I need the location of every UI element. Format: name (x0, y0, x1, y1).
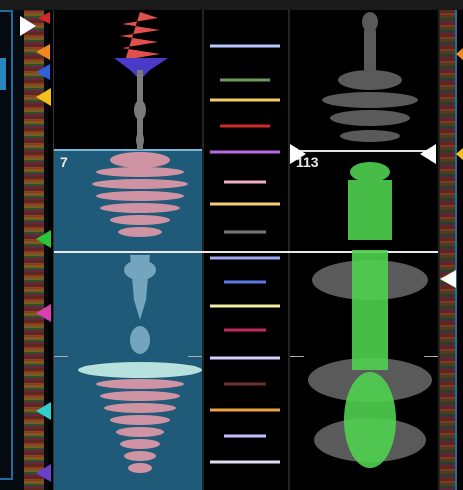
column-divider (53, 10, 54, 490)
cue-marker-white-icon[interactable] (20, 16, 36, 36)
cue-marker-orange-icon[interactable] (36, 44, 50, 60)
left-overview-frame (0, 10, 13, 480)
left-waveform-lower (124, 255, 156, 354)
right-beat-number: 113 (296, 154, 319, 170)
cue-marker-cyan-icon[interactable] (36, 402, 51, 420)
beat-grid-tick (188, 356, 202, 357)
column-divider (202, 10, 204, 490)
triangle-loop-icon[interactable] (420, 144, 436, 164)
cue-marker-white-icon[interactable] (440, 270, 456, 288)
cue-marker-purple-icon[interactable] (36, 464, 51, 482)
right-loop-marker-line (300, 150, 430, 152)
column-divider (288, 10, 290, 490)
column-divider (438, 10, 440, 490)
cue-marker-orange-icon[interactable] (456, 48, 463, 60)
left-overview-waveform[interactable] (24, 8, 44, 490)
beat-grid-tick (424, 356, 438, 357)
triangle-loop-icon[interactable] (290, 144, 306, 164)
cue-marker-yellow-icon[interactable] (456, 148, 463, 160)
left-waveform-mid (92, 152, 188, 237)
left-waveform-bulge (134, 100, 146, 120)
spectrum-column (210, 44, 280, 464)
cue-marker-magenta-icon[interactable] (36, 304, 51, 322)
left-waveform-top (120, 12, 160, 64)
cue-marker-red-icon[interactable] (38, 12, 50, 24)
right-waveform-green (344, 162, 396, 468)
left-loop-start-line (54, 149, 202, 151)
cue-marker-blue-icon[interactable] (36, 64, 50, 80)
beat-grid-tick (54, 356, 68, 357)
beat-grid-tick (290, 356, 304, 357)
left-beat-number: 7 (60, 154, 68, 170)
right-overview-waveform[interactable] (440, 10, 456, 490)
left-waveform-beat (78, 362, 202, 378)
left-overview-scrollbar[interactable] (0, 58, 6, 90)
playhead-line (54, 251, 438, 253)
cue-marker-green-icon[interactable] (36, 230, 51, 248)
left-waveform-blue (114, 58, 168, 80)
cue-marker-yellow-icon[interactable] (36, 88, 51, 106)
top-border (0, 0, 463, 10)
left-waveform-bulge (136, 132, 144, 148)
left-waveform-bottom (96, 379, 184, 473)
right-overview-frame (455, 10, 463, 490)
